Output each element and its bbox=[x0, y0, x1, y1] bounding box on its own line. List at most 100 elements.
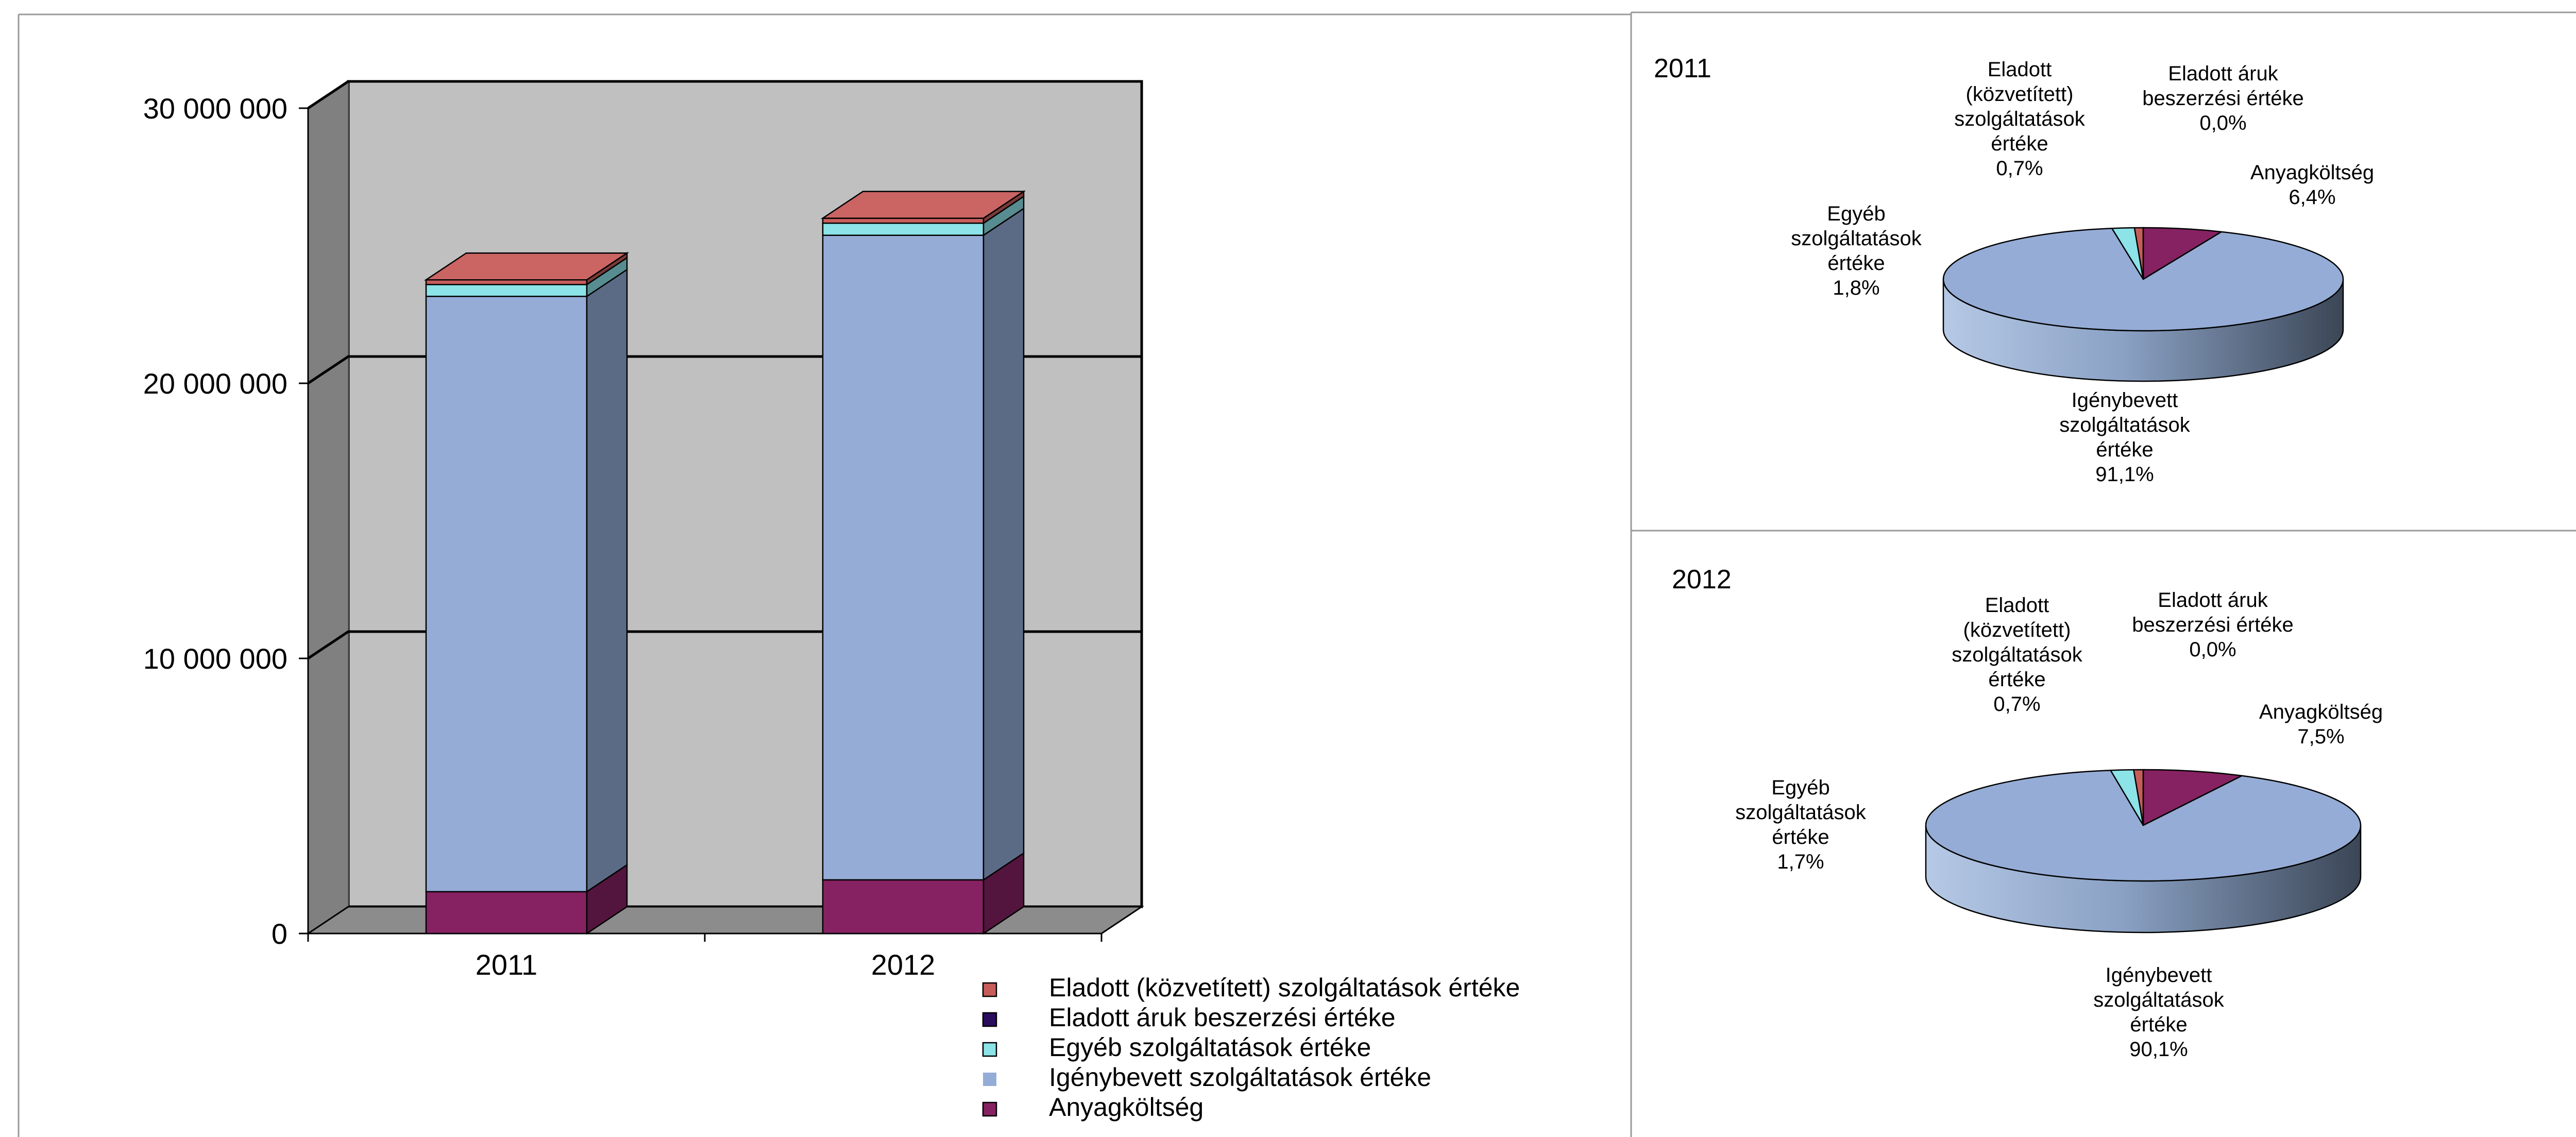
pie-label-line: Anyagköltség bbox=[2250, 161, 2374, 184]
legend-swatch-egyeb bbox=[982, 1042, 997, 1057]
pie-label-line: beszerzési értéke bbox=[2132, 614, 2293, 636]
x-tick-label: 2011 bbox=[476, 948, 537, 981]
pie-label-line: (közvetített) bbox=[1963, 619, 2071, 641]
pie-label-line: 0,7% bbox=[1996, 157, 2043, 180]
bar-segment-igeny-2011 bbox=[425, 268, 628, 893]
side-wall bbox=[308, 80, 349, 935]
legend-label-igeny: Igénybevett szolgáltatások értéke bbox=[1049, 1063, 1431, 1092]
pie-label-line: Anyagköltség bbox=[2259, 701, 2383, 723]
pie-slice-anyag bbox=[2142, 227, 2223, 280]
pie-label-line: Eladott bbox=[1988, 58, 2052, 81]
pie-label-line: Egyéb bbox=[1771, 776, 1829, 799]
bar-front-kozv bbox=[822, 217, 985, 224]
pie-label-kozv: Eladott (közvetített) szolgáltatások értéke… bbox=[1952, 594, 2082, 716]
legend-swatch-igeny bbox=[983, 1073, 996, 1086]
bar-segment-egyeb-2012 bbox=[822, 195, 1025, 237]
pie-title: 2011 bbox=[1654, 54, 1711, 83]
pie-label-line: szolgáltatások bbox=[1791, 227, 1922, 250]
pie-label-egyeb: Egyéb szolgáltatások értéke 1,7% bbox=[1735, 776, 1866, 873]
pie-label-line: Igénybevett bbox=[2106, 964, 2212, 987]
bar-front-igeny bbox=[822, 234, 985, 881]
pie-label-line: Eladott bbox=[1985, 594, 2049, 617]
pie-title: 2012 bbox=[1672, 565, 1732, 595]
legend-label-egyeb: Egyéb szolgáltatások értéke bbox=[1049, 1033, 1371, 1062]
bar-top-2011 bbox=[423, 252, 630, 281]
bar-side-igeny bbox=[982, 207, 1025, 881]
y-tick-label: 0 bbox=[272, 918, 287, 950]
legend-item-anyag: Anyagköltség bbox=[982, 1093, 1204, 1122]
y-tick-label: 20 000 000 bbox=[143, 367, 287, 400]
pie-label-line: 0,0% bbox=[2199, 112, 2246, 134]
bar-chart-bars bbox=[423, 190, 1026, 935]
pie-slice-anyag bbox=[2142, 769, 2243, 826]
bar-front-anyag bbox=[822, 879, 985, 935]
y-tick-label: 10 000 000 bbox=[143, 642, 287, 675]
pie-label-line: 7,5% bbox=[2297, 725, 2344, 748]
pie-label-line: értéke bbox=[1988, 668, 2045, 691]
bar-chart-y-tick-labels: 0 10 000 000 20 000 000 30 000 000 bbox=[143, 92, 287, 950]
legend-item-aruk: Eladott áruk beszerzési értéke bbox=[982, 1003, 1396, 1032]
legend-label-anyag: Anyagköltség bbox=[1049, 1093, 1204, 1122]
pie-label-line: szolgáltatások bbox=[2093, 989, 2224, 1011]
pie-label-egyeb: Egyéb szolgáltatások értéke 1,8% bbox=[1791, 202, 1922, 299]
legend-swatch-kozv bbox=[982, 982, 997, 997]
pie-label-line: 1,7% bbox=[1777, 851, 1824, 873]
pie-label-anyag: Anyagköltség 6,4% bbox=[2250, 161, 2374, 209]
pie-label-line: szolgáltatások bbox=[2059, 414, 2190, 436]
bar-2011 bbox=[423, 251, 630, 935]
bar-front-egyeb bbox=[822, 222, 985, 236]
pie-label-line: 6,4% bbox=[2289, 186, 2335, 209]
pie-label-line: 0,0% bbox=[2189, 638, 2236, 661]
pie-label-line: értéke bbox=[1772, 826, 1829, 848]
bar-front-igeny bbox=[425, 296, 588, 893]
pie-label-line: szolgáltatások bbox=[1954, 108, 2085, 130]
bar-2012 bbox=[820, 190, 1026, 935]
legend-label-aruk: Eladott áruk beszerzési értéke bbox=[1049, 1003, 1396, 1032]
legend-item-igeny: Igénybevett szolgáltatások értéke bbox=[983, 1063, 1431, 1092]
pie-label-aruk: Eladott áruk beszerzési értéke 0,0% bbox=[2132, 589, 2293, 661]
gridline bbox=[307, 80, 1142, 110]
bar-chart-x-tick-labels: 2011 2012 bbox=[476, 948, 936, 981]
pie-label-line: 91,1% bbox=[2095, 463, 2154, 486]
bar-top-2012 bbox=[820, 191, 1026, 219]
pie-label-kozv: Eladott (közvetített) szolgáltatások értéke… bbox=[1954, 58, 2085, 180]
bar-front-anyag bbox=[425, 891, 588, 935]
legend-item-egyeb: Egyéb szolgáltatások értéke bbox=[982, 1033, 1371, 1062]
pie-label-line: (közvetített) bbox=[1966, 83, 2074, 106]
pie-label-aruk: Eladott áruk beszerzési értéke 0,0% bbox=[2142, 62, 2303, 134]
bar-chart-legend: Eladott (közvetített) szolgáltatások ért… bbox=[982, 973, 1520, 1122]
pie-label-line: Igénybevett bbox=[2072, 389, 2178, 412]
pie-label-line: értéke bbox=[2096, 438, 2153, 461]
bar-segment-igeny-2012 bbox=[822, 207, 1025, 881]
pie-label-line: Eladott áruk bbox=[2168, 62, 2278, 85]
pie-label-line: szolgáltatások bbox=[1952, 643, 2082, 666]
pie-label-line: 1,8% bbox=[1833, 277, 1879, 299]
bar-side-igeny bbox=[586, 268, 628, 893]
pie-label-igeny: Igénybevett szolgáltatások értéke 90,1% bbox=[2093, 964, 2224, 1061]
x-tick-label: 2012 bbox=[871, 948, 936, 981]
legend-label-kozv: Eladott (közvetített) szolgáltatások ért… bbox=[1049, 973, 1520, 1002]
pie-label-line: szolgáltatások bbox=[1735, 801, 1866, 824]
pie-label-igeny: Igénybevett szolgáltatások értéke 91,1% bbox=[2059, 389, 2190, 486]
legend-swatch-anyag bbox=[982, 1101, 997, 1117]
pie-label-line: értéke bbox=[2130, 1013, 2187, 1036]
bar-chart: 0 10 000 000 20 000 000 30 000 000 2011 2012… bbox=[143, 80, 1520, 1122]
panel-frames bbox=[18, 11, 2576, 1137]
pie-label-line: értéke bbox=[1991, 132, 2048, 155]
pie-label-line: 90,1% bbox=[2129, 1038, 2188, 1061]
bar-segment-kozv-2011 bbox=[425, 251, 628, 286]
legend-swatch-aruk bbox=[982, 1012, 997, 1027]
pie-label-line: Eladott áruk bbox=[2158, 589, 2268, 612]
bar-front-egyeb bbox=[425, 284, 588, 297]
pie-label-line: értéke bbox=[1827, 252, 1885, 275]
pie-label-line: Egyéb bbox=[1827, 202, 1885, 225]
legend-item-kozv: Eladott (közvetített) szolgáltatások ért… bbox=[982, 973, 1520, 1002]
y-tick-label: 30 000 000 bbox=[143, 92, 287, 125]
bar-front-kozv bbox=[425, 279, 588, 285]
pie-label-line: 0,7% bbox=[1993, 693, 2040, 716]
pie-label-line: beszerzési értéke bbox=[2142, 87, 2303, 110]
pie-label-anyag: Anyagköltség 7,5% bbox=[2259, 701, 2383, 748]
